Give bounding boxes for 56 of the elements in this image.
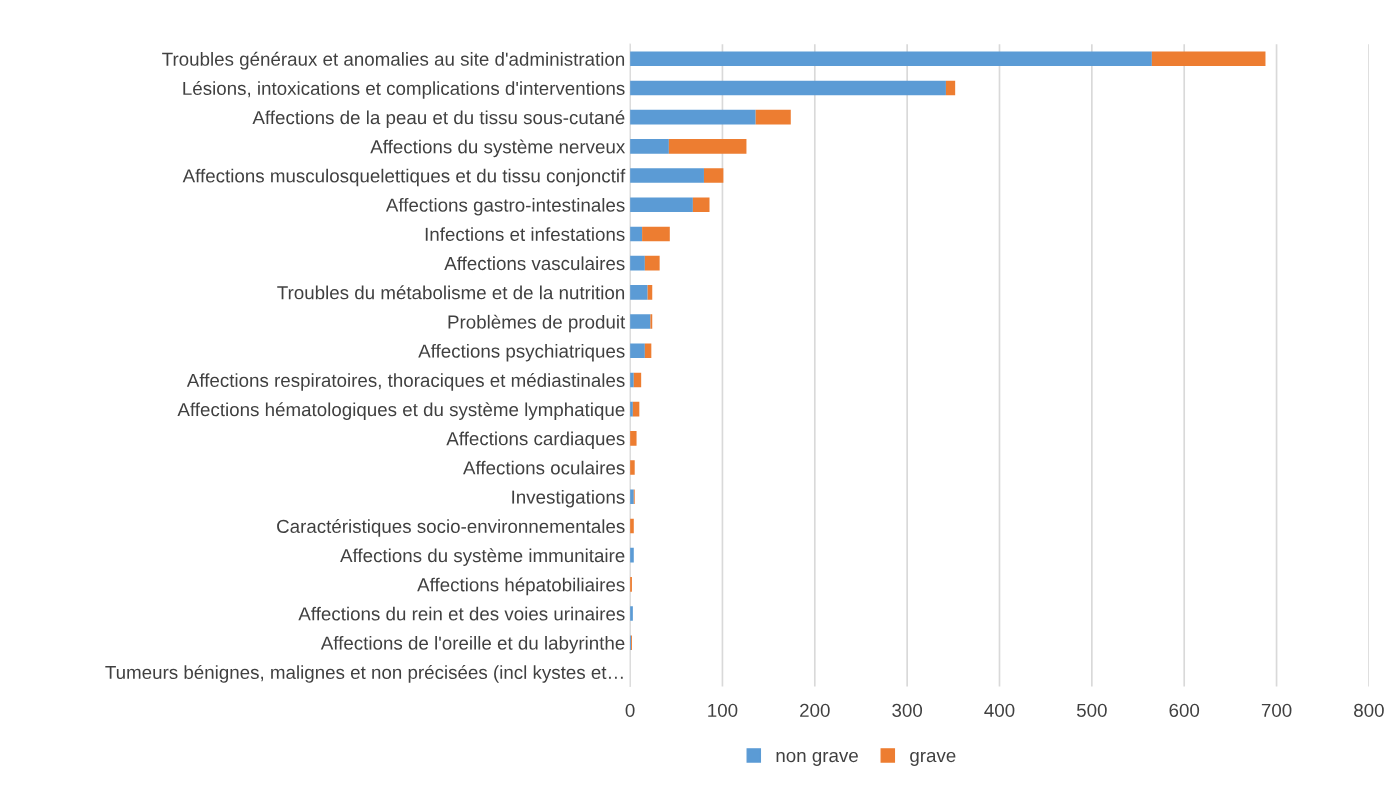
y-tick-label: Investigations bbox=[512, 489, 625, 508]
bar bbox=[703, 168, 724, 183]
y-tick-label: Affections vasculaires bbox=[444, 256, 625, 271]
bar bbox=[642, 226, 670, 242]
bar bbox=[630, 139, 669, 154]
x-tick-label: 300 bbox=[892, 703, 923, 717]
y-tick-label: Affections du rein et des voies urinaires bbox=[298, 606, 625, 621]
x-tick-label: 200 bbox=[800, 703, 830, 717]
y-tick-label: Troubles généraux et anomalies au site d'administration bbox=[162, 51, 625, 70]
x-tick-label: 400 bbox=[984, 703, 1015, 717]
bar bbox=[630, 168, 704, 183]
x-tick-label: 800 bbox=[1354, 703, 1384, 717]
x-tick-label: 500 bbox=[1076, 703, 1107, 717]
bar bbox=[945, 80, 956, 96]
bar bbox=[633, 372, 642, 388]
bar bbox=[630, 343, 645, 359]
y-tick-label: Affections cardiaques bbox=[446, 431, 625, 450]
bar bbox=[644, 343, 652, 359]
y-tick-label: Tumeurs bénignes, malignes et non précisées (incl kystes et… bbox=[105, 665, 623, 683]
x-tick-label: 700 bbox=[1261, 703, 1292, 717]
bar bbox=[668, 139, 747, 154]
bar bbox=[644, 255, 660, 271]
y-tick-label: Infections et infestations bbox=[425, 227, 625, 241]
y-tick-label: Affections hématologiques et du système lymphatique bbox=[177, 402, 625, 420]
x-tick-label: 0 bbox=[625, 703, 635, 717]
legend-label: grave bbox=[910, 751, 956, 766]
y-tick-label: Affections hépatobiliaires bbox=[417, 577, 625, 596]
x-tick-label: 100 bbox=[708, 703, 738, 717]
legend-label: non grave bbox=[776, 751, 858, 766]
bar bbox=[630, 460, 635, 475]
y-tick-label: Lésions, intoxications et complications d'interventions bbox=[183, 81, 625, 99]
bar bbox=[692, 197, 710, 213]
y-tick-label: Troubles du métabolisme et de la nutrition bbox=[277, 285, 625, 300]
bar bbox=[630, 255, 645, 271]
bar bbox=[630, 51, 1152, 67]
bar bbox=[630, 80, 946, 96]
bar bbox=[630, 197, 693, 213]
y-tick-label: Caractéristiques socio-environnementales bbox=[277, 519, 625, 537]
y-tick-label: Affections du système nerveux bbox=[370, 139, 626, 158]
y-tick-label: Affections de l'oreille et du labyrinthe bbox=[320, 635, 625, 654]
y-tick-label: Affections oculaires bbox=[463, 460, 625, 475]
bar bbox=[630, 285, 648, 300]
bar bbox=[755, 109, 791, 125]
y-tick-label: Problèmes de produit bbox=[448, 314, 626, 333]
y-tick-label: Affections psychiatriques bbox=[418, 343, 625, 362]
bar bbox=[630, 109, 756, 125]
y-tick-label: Affections musculosquelettiques et du tissu conjonctif bbox=[182, 168, 626, 187]
y-tick-label: Affections gastro-intestinales bbox=[385, 197, 625, 216]
bar bbox=[647, 285, 653, 300]
x-tick-label: 600 bbox=[1169, 703, 1200, 717]
y-tick-label: Affections de la peau et du tissu sous-cutané bbox=[252, 110, 625, 128]
bar bbox=[1151, 51, 1266, 67]
y-tick-label: Affections du système immunitaire bbox=[340, 548, 625, 566]
bar bbox=[630, 431, 637, 446]
bar bbox=[630, 314, 651, 329]
y-tick-label: Affections respiratoires, thoraciques et médiastinales bbox=[186, 373, 625, 391]
